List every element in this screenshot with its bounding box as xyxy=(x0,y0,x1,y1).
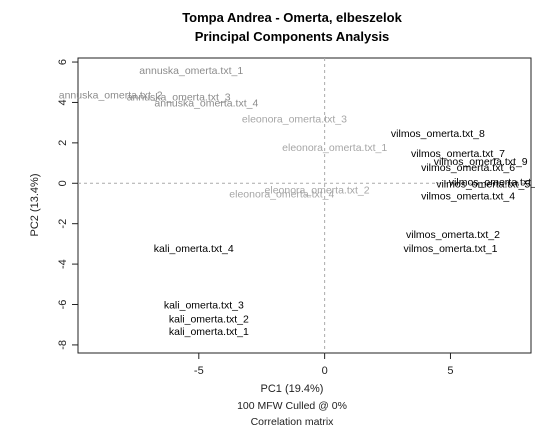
point-label-vilmos: vilmos_omerta.txt_9 xyxy=(434,156,528,168)
point-label-vilmos: vilmos_omerta.txt_7 xyxy=(411,148,505,160)
data-points: annuska_omerta.txt_1 annuska_omerta.txt_2… xyxy=(59,65,535,338)
y-tick-label: 2 xyxy=(57,140,69,146)
point-label-annuska: annuska_omerta.txt_3 xyxy=(127,91,231,103)
point-label-vilmos: vilmos_omerta.txt_5 xyxy=(436,178,530,190)
y-tick-label: 0 xyxy=(57,180,69,186)
point-label-annuska: annuska_omerta.txt_4 xyxy=(154,97,258,109)
point-label-vilmos: vilmos_omerta.txt_8 xyxy=(391,128,485,140)
reference-lines xyxy=(78,58,531,353)
x-axis-label: PC1 (19.4%) xyxy=(261,383,324,395)
y-axis-label: PC2 (13.4%) xyxy=(29,174,41,237)
point-label-eleonora: eleonora_omerta.txt_1 xyxy=(282,142,387,154)
x-tick-label: 5 xyxy=(447,365,453,377)
point-label-vilmos: vilmos_omerta.txt_3 xyxy=(449,176,535,188)
y-tick-label: -8 xyxy=(57,340,69,350)
chart-title: Tompa Andrea - Omerta, elbeszelok xyxy=(182,10,402,25)
plot-frame xyxy=(77,57,532,354)
point-label-eleonora: eleonora_omerta.txt_2 xyxy=(265,184,370,196)
point-label-vilmos: vilmos_omerta.txt_1 xyxy=(403,243,497,255)
point-label-vilmos: vilmos_omerta.txt_2 xyxy=(406,229,500,241)
chart-subtitle: Principal Components Analysis xyxy=(195,29,390,44)
y-tick-label: 4 xyxy=(57,99,69,105)
y-axis: 6 4 2 0 -2 -4 -6 -8 xyxy=(57,59,78,350)
y-tick-label: -4 xyxy=(57,259,69,269)
point-label-vilmos: vilmos_omerta.txt_4 xyxy=(421,190,515,202)
note-correlation: Correlation matrix xyxy=(251,416,335,428)
note-mfw: 100 MFW Culled @ 0% xyxy=(237,400,347,412)
y-tick-label: 6 xyxy=(57,59,69,65)
point-label-eleonora: eleonora_omerta.txt_3 xyxy=(242,114,347,126)
y-tick-label: -2 xyxy=(57,219,69,229)
point-label-annuska: annuska_omerta.txt_1 xyxy=(139,65,243,77)
point-label-kali: kali_omerta.txt_1 xyxy=(169,326,249,338)
plot-area: annuska_omerta.txt_1 annuska_omerta.txt_2… xyxy=(59,57,535,354)
x-tick-label: -5 xyxy=(194,365,204,377)
point-label-annuska: annuska_omerta.txt_2 xyxy=(59,89,163,101)
y-tick-label: -6 xyxy=(57,300,69,310)
point-label-vilmos: vilmos_omerta.txt_6 xyxy=(421,162,515,174)
point-label-kali: kali_omerta.txt_3 xyxy=(164,300,244,312)
point-label-kali: kali_omerta.txt_4 xyxy=(154,243,234,255)
point-label-kali: kali_omerta.txt_2 xyxy=(169,314,249,326)
x-tick-label: 0 xyxy=(322,365,328,377)
point-label-eleonora: eleonora_omerta.txt_4 xyxy=(229,188,334,200)
x-axis: -5 0 5 xyxy=(194,353,454,377)
